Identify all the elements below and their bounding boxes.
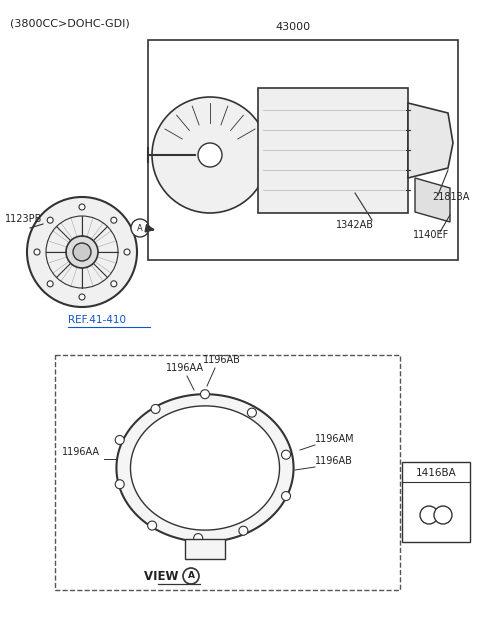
Circle shape xyxy=(131,219,149,237)
Text: 1140EF: 1140EF xyxy=(413,230,449,240)
Circle shape xyxy=(148,521,156,530)
Text: REF.41-410: REF.41-410 xyxy=(68,315,126,325)
Bar xyxy=(402,462,470,542)
Circle shape xyxy=(27,197,137,307)
Circle shape xyxy=(34,249,40,255)
Text: VIEW: VIEW xyxy=(144,569,183,583)
Circle shape xyxy=(420,506,438,524)
Text: 1196AA: 1196AA xyxy=(166,363,204,373)
Circle shape xyxy=(111,281,117,287)
Circle shape xyxy=(281,450,290,459)
Text: 1196AA: 1196AA xyxy=(62,447,100,457)
Circle shape xyxy=(115,480,124,489)
Circle shape xyxy=(193,534,203,543)
Text: (3800CC>DOHC-GDI): (3800CC>DOHC-GDI) xyxy=(10,18,130,28)
Text: 1196AM: 1196AM xyxy=(315,434,355,444)
Circle shape xyxy=(66,236,98,268)
Bar xyxy=(185,539,225,558)
Circle shape xyxy=(73,243,91,261)
Circle shape xyxy=(198,143,222,167)
Polygon shape xyxy=(131,406,279,530)
Circle shape xyxy=(79,204,85,210)
Text: A: A xyxy=(137,224,143,233)
Text: 1196AB: 1196AB xyxy=(315,456,353,466)
Circle shape xyxy=(201,390,209,399)
Circle shape xyxy=(115,435,124,445)
Text: A: A xyxy=(188,571,194,580)
Text: 43000: 43000 xyxy=(276,22,311,32)
Text: 1196AB: 1196AB xyxy=(203,355,241,365)
Text: 1416BA: 1416BA xyxy=(416,468,456,478)
Circle shape xyxy=(79,294,85,300)
Bar xyxy=(55,355,400,590)
Circle shape xyxy=(183,568,199,584)
Circle shape xyxy=(434,506,452,524)
Text: 21813A: 21813A xyxy=(432,192,469,202)
Circle shape xyxy=(47,281,53,287)
Text: 1342AB: 1342AB xyxy=(336,220,374,230)
Polygon shape xyxy=(408,103,453,178)
Bar xyxy=(258,88,408,213)
Circle shape xyxy=(247,408,256,417)
Circle shape xyxy=(47,217,53,223)
Circle shape xyxy=(281,491,290,500)
Circle shape xyxy=(151,404,160,413)
Polygon shape xyxy=(415,178,450,222)
Circle shape xyxy=(239,527,248,535)
Circle shape xyxy=(152,97,268,213)
Bar xyxy=(148,40,458,260)
Circle shape xyxy=(111,217,117,223)
Polygon shape xyxy=(117,394,294,542)
Circle shape xyxy=(124,249,130,255)
Text: 1123PB: 1123PB xyxy=(5,214,42,224)
